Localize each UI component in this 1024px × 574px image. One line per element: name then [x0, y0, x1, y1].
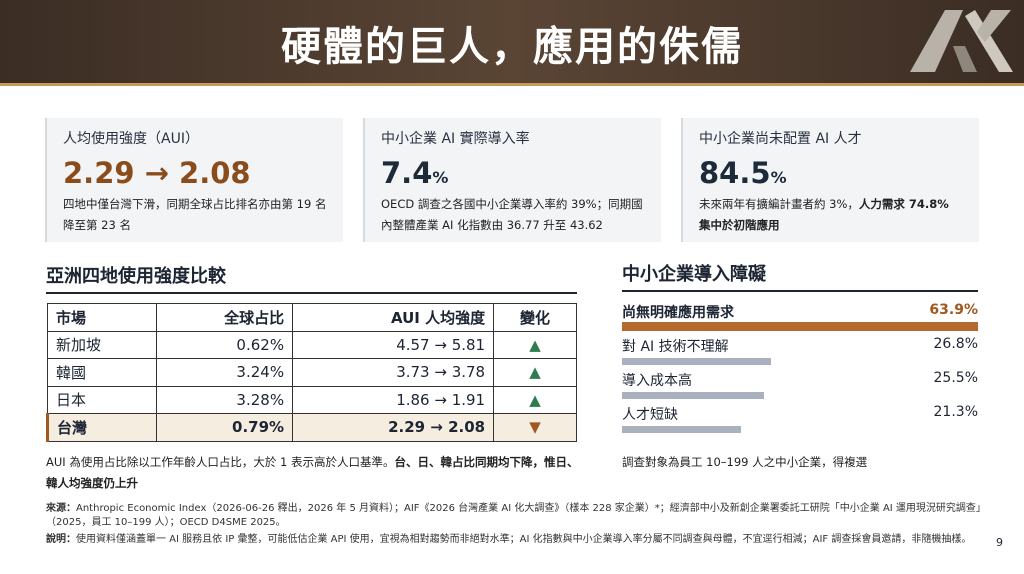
header-cell: 變化 — [493, 303, 577, 332]
value: 84.5 — [699, 156, 771, 190]
table-note: AUI 為使用占比除以工作年齡人口占比，大於 1 表示高於人口基準。台、日、韓占… — [46, 452, 581, 494]
card-desc: 四地中僅台灣下滑，同期全球占比排名亦由第 19 名降至第 23 名 — [63, 194, 327, 236]
row: 台灣 0.79% 2.29 → 2.08 ▼ — [45, 413, 577, 442]
cell: 0.79% — [156, 413, 294, 442]
bar-label: 人才短缺 — [622, 407, 678, 423]
logo — [910, 10, 1013, 72]
text: OECD 調查之各國中小企業導入率約 39%；同期國內整體產業 AI 化指數由 … — [381, 197, 643, 232]
text: 台、日、韓占比同期均下降，惟日、韓人均強度仍上升 — [46, 455, 579, 490]
section-title: 亞洲四地使用強度比較 — [46, 262, 577, 294]
bar-row: 對 AI 技術不理解 26.8% — [622, 336, 978, 356]
label: 說明： — [46, 534, 76, 545]
header-row: 市場 全球占比 AUI 人均強度 變化 — [46, 303, 577, 332]
value-label: 26.8% — [933, 336, 978, 352]
table: 市場 全球占比 AUI 人均強度 變化 新加坡 0.62% 4.57 → 5.81 ▲ 韓國 3.… — [45, 303, 577, 442]
text: AUI 為使用占比除以工作年齡人口占比，大於 1 表示高於人口基準。 — [46, 455, 395, 469]
cell: 韓國 — [46, 358, 158, 387]
cell: 日本 — [46, 385, 158, 414]
cell: ▲ — [493, 385, 577, 414]
value-label: 25.5% — [933, 370, 978, 386]
card-value: 7.4% — [381, 156, 645, 190]
text: 使用資料僅涵蓋單一 AI 服務且依 IP 彙整，可能低估企業 API 使用，宜視… — [76, 534, 972, 545]
card: 中小企業尚未配置 AI 人才 84.5% 未來兩年有擴編計畫者約 3%，人力需求 7… — [681, 118, 979, 242]
bar-row: 人才短缺 21.3% — [622, 404, 978, 424]
card-value: 2.29 → 2.08 — [63, 156, 327, 190]
text: 未來兩年有擴編計畫者約 3%， — [699, 197, 859, 211]
cell: ▲ — [493, 330, 577, 359]
header: 硬體的巨人，應用的侏儒 — [0, 0, 1024, 86]
header-cell: AUI 人均強度 — [292, 303, 495, 332]
bar — [622, 392, 765, 399]
bar — [622, 322, 978, 331]
page-number: 9 — [996, 536, 1003, 549]
cell: 3.73 → 3.78 — [292, 358, 495, 387]
bar — [622, 426, 741, 433]
text: 四地中僅台灣下滑，同期全球占比排名亦由第 19 名降至第 23 名 — [63, 197, 327, 232]
bar-row: 導入成本高 25.5% — [622, 370, 978, 390]
card: 人均使用強度（AUI） 2.29 → 2.08 四地中僅台灣下滑，同期全球占比排名亦… — [45, 118, 343, 242]
bar — [622, 358, 772, 365]
header-cell: 全球占比 — [156, 303, 294, 332]
cell: 1.86 → 1.91 — [292, 385, 495, 414]
cell: 2.29 → 2.08 — [292, 413, 495, 442]
card-desc: 未來兩年有擴編計畫者約 3%，人力需求 74.8% 集中於初階應用 — [699, 194, 963, 236]
cell: 3.28% — [156, 385, 294, 414]
cell: ▼ — [493, 413, 577, 442]
bar-row: 尚無明確應用需求 63.9% — [622, 302, 978, 322]
unit: % — [770, 168, 787, 187]
value-label: 63.9% — [929, 302, 978, 318]
row: 新加坡 0.62% 4.57 → 5.81 ▲ — [46, 330, 577, 359]
card-label: 中小企業尚未配置 AI 人才 — [699, 131, 862, 147]
card: 中小企業 AI 實際導入率 7.4% OECD 調查之各國中小企業導入率約 39%；… — [363, 118, 661, 242]
source: 來源：Anthropic Economic Index（2026-06-26 釋… — [46, 502, 981, 530]
note: 說明：使用資料僅涵蓋單一 AI 服務且依 IP 彙整，可能低估企業 API 使用… — [46, 533, 981, 547]
cell: 新加坡 — [46, 330, 158, 359]
text: Anthropic Economic Index（2026-06-26 釋出，2… — [46, 503, 981, 528]
text: 人力需求 74.8% 集中於初階應用 — [699, 197, 949, 232]
card-label: 中小企業 AI 實際導入率 — [381, 131, 530, 147]
cell: 0.62% — [156, 330, 294, 359]
bar-label: 對 AI 技術不理解 — [622, 339, 729, 355]
row: 日本 3.28% 1.86 → 1.91 ▲ — [46, 385, 577, 414]
row: 韓國 3.24% 3.73 → 3.78 ▲ — [46, 358, 577, 387]
card-value: 84.5% — [699, 156, 963, 190]
label: 來源： — [46, 503, 76, 514]
chart-note: 調查對象為員工 10–199 人之中小企業，得複選 — [622, 455, 868, 469]
value: 7.4 — [381, 156, 433, 190]
cell: ▲ — [493, 358, 577, 387]
bar-label: 尚無明確應用需求 — [622, 305, 734, 321]
value: 2.29 → 2.08 — [63, 156, 251, 190]
unit: % — [432, 168, 449, 187]
header-cell: 市場 — [46, 303, 158, 332]
bar-label: 導入成本高 — [622, 373, 692, 389]
cell: 3.24% — [156, 358, 294, 387]
title: 硬體的巨人，應用的侏儒 — [281, 24, 743, 70]
cell: 4.57 → 5.81 — [292, 330, 495, 359]
card-label: 人均使用強度（AUI） — [63, 131, 199, 147]
section-title: 中小企業導入障礙 — [622, 260, 978, 292]
value-label: 21.3% — [933, 404, 978, 420]
card-desc: OECD 調查之各國中小企業導入率約 39%；同期國內整體產業 AI 化指數由 … — [381, 194, 645, 236]
cell: 台灣 — [45, 413, 158, 442]
